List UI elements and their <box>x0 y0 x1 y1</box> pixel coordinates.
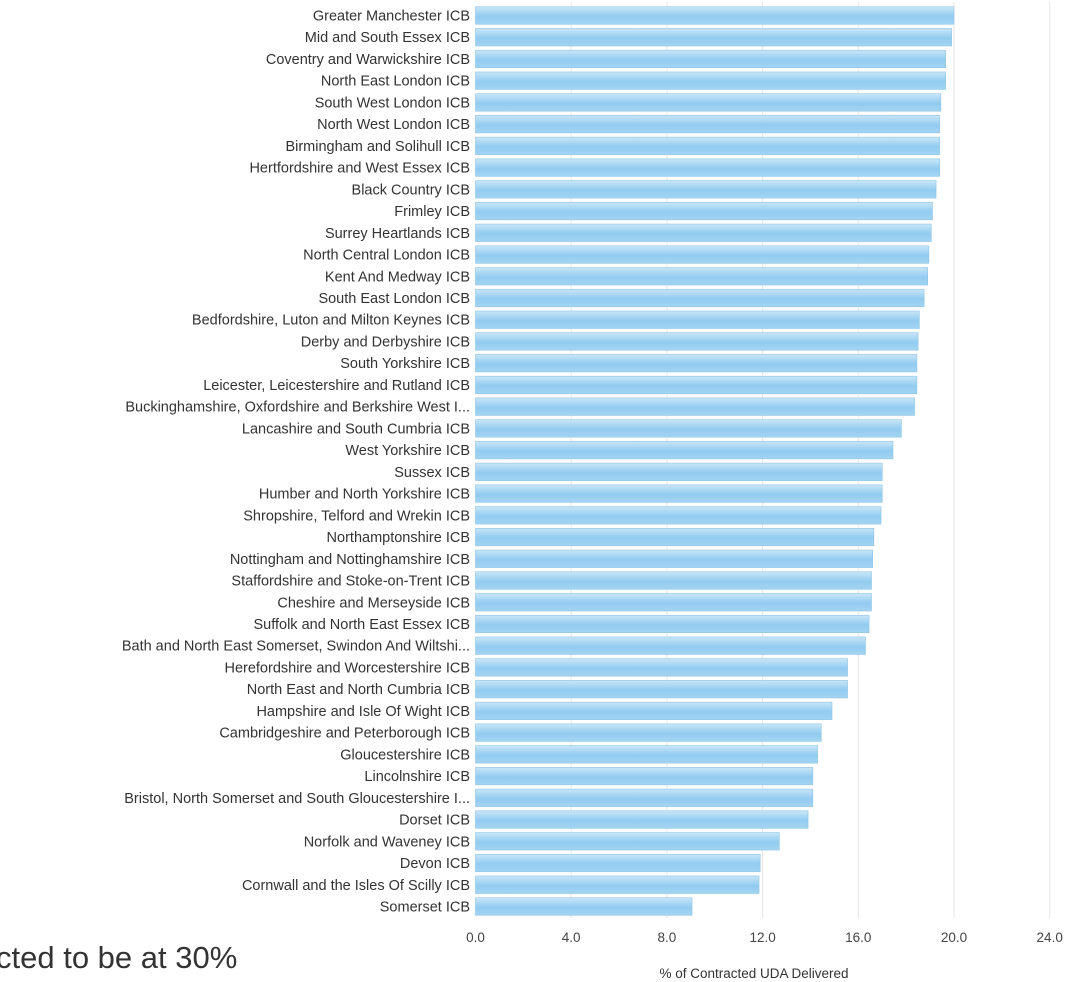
category-label: South West London ICB <box>315 95 470 111</box>
bar <box>475 158 940 177</box>
category-label: Derby and Derbyshire ICB <box>301 334 470 350</box>
x-tick-label: 20.0 <box>941 930 967 945</box>
category-label: Nottingham and Nottinghamshire ICB <box>230 552 470 568</box>
category-label: Mid and South Essex ICB <box>305 30 470 46</box>
category-label: South East London ICB <box>318 291 470 307</box>
category-label: Bath and North East Somerset, Swindon An… <box>122 639 470 655</box>
category-label: Lincolnshire ICB <box>364 769 470 785</box>
bar <box>475 28 952 47</box>
category-label: Cornwall and the Isles Of Scilly ICB <box>242 878 470 894</box>
footnote-text: cted to be at 30% <box>0 940 238 975</box>
category-label: Black Country ICB <box>352 182 470 198</box>
bar <box>475 441 894 460</box>
category-label: North East London ICB <box>321 74 470 90</box>
category-label: Bristol, North Somerset and South Glouce… <box>124 791 470 807</box>
bar <box>475 93 942 112</box>
category-label: Cheshire and Merseyside ICB <box>277 595 470 611</box>
category-label: Sussex ICB <box>394 465 470 481</box>
bar <box>475 71 946 90</box>
bar <box>475 202 933 221</box>
category-label: Suffolk and North East Essex ICB <box>253 617 470 633</box>
x-tick-label: 8.0 <box>658 930 677 945</box>
bar <box>475 658 848 677</box>
category-label: Staffordshire and Stoke-on-Trent ICB <box>231 574 470 590</box>
category-label: Norfolk and Waveney ICB <box>304 834 470 850</box>
bar <box>475 49 946 69</box>
bar <box>475 875 760 894</box>
bar <box>475 614 870 634</box>
category-label: Northamptonshire ICB <box>327 530 470 546</box>
bar <box>475 745 818 764</box>
category-label: Kent And Medway ICB <box>325 269 470 285</box>
category-label: Hertfordshire and West Essex ICB <box>249 161 470 177</box>
x-axis-title: % of Contracted UDA Delivered <box>659 966 848 981</box>
bar <box>475 115 940 134</box>
bar <box>475 549 873 568</box>
bar <box>475 593 872 612</box>
bar <box>475 767 814 786</box>
bar <box>475 354 918 373</box>
category-label: Somerset ICB <box>380 900 470 916</box>
category-label: Leicester, Leicestershire and Rutland IC… <box>203 378 470 394</box>
category-label: Devon ICB <box>400 856 470 872</box>
category-label: Humber and North Yorkshire ICB <box>259 487 470 503</box>
x-tick-label: 12.0 <box>749 930 775 945</box>
x-tick-label: 4.0 <box>562 930 581 945</box>
bar <box>475 484 883 503</box>
category-label: Shropshire, Telford and Wrekin ICB <box>243 508 470 524</box>
x-tick-label: 24.0 <box>1037 930 1063 945</box>
bar <box>475 332 919 351</box>
category-label: Hampshire and Isle Of Wight ICB <box>256 704 470 720</box>
category-label: North West London ICB <box>317 117 470 133</box>
category-label: Birmingham and Solihull ICB <box>285 139 470 155</box>
bar <box>475 680 848 699</box>
bar <box>475 723 822 742</box>
bar <box>475 571 872 590</box>
category-label: Buckinghamshire, Oxfordshire and Berkshi… <box>125 400 470 416</box>
x-tick-label: 0.0 <box>466 930 485 945</box>
category-label: Gloucestershire ICB <box>340 747 470 763</box>
bar <box>475 6 955 25</box>
bar <box>475 288 925 308</box>
category-labels: Greater Manchester ICB Mid and South Esse… <box>122 9 470 916</box>
bar <box>475 180 937 199</box>
bar <box>475 897 693 916</box>
category-label: Bedfordshire, Luton and Milton Keynes IC… <box>192 313 470 329</box>
x-tick-label: 16.0 <box>845 930 871 945</box>
bar <box>475 528 875 547</box>
category-label: Lancashire and South Cumbria ICB <box>242 421 470 437</box>
bar <box>475 245 930 264</box>
bar <box>475 223 932 242</box>
bar <box>475 375 918 394</box>
bar <box>475 310 920 329</box>
category-label: Frimley ICB <box>394 204 470 220</box>
bar <box>475 136 940 155</box>
bar <box>475 810 809 829</box>
category-label: Cambridgeshire and Peterborough ICB <box>219 726 470 742</box>
category-label: Herefordshire and Worcestershire ICB <box>224 660 470 676</box>
category-label: Dorset ICB <box>399 813 470 829</box>
category-label: South Yorkshire ICB <box>340 356 470 372</box>
bars <box>475 6 955 916</box>
category-label: Surrey Heartlands ICB <box>325 226 470 242</box>
bar <box>475 701 833 720</box>
bar <box>475 788 814 807</box>
category-label: West Yorkshire ICB <box>345 443 470 459</box>
bar <box>475 267 928 286</box>
category-label: Greater Manchester ICB <box>313 9 470 25</box>
bar <box>475 636 866 655</box>
bar <box>475 853 761 873</box>
bar <box>475 506 882 525</box>
bar <box>475 419 902 438</box>
category-label: North Central London ICB <box>303 248 470 264</box>
bar <box>475 832 780 851</box>
bar <box>475 397 915 416</box>
x-axis-ticks: 0.0 4.0 8.0 12.0 16.0 20.0 24.0 <box>466 930 1063 945</box>
category-label: Coventry and Warwickshire ICB <box>266 52 470 68</box>
category-label: North East and North Cumbria ICB <box>247 682 470 698</box>
bar <box>475 462 883 481</box>
